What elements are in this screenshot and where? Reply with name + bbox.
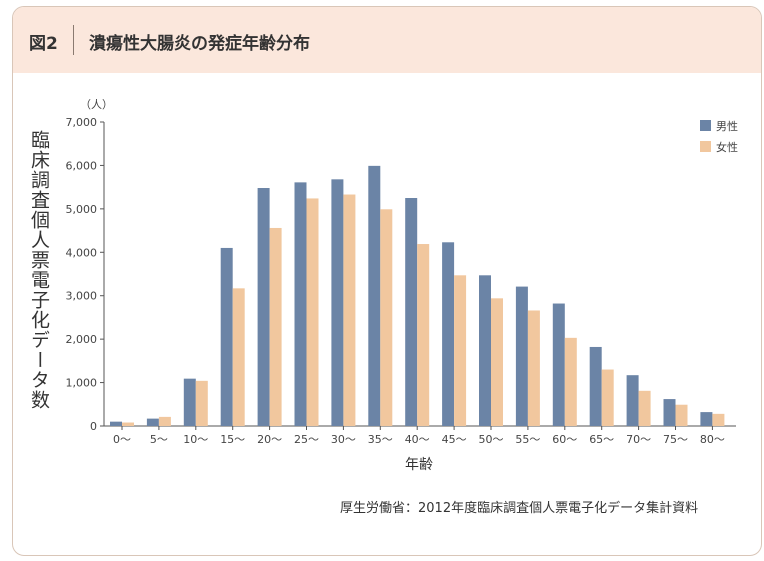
bar-female	[380, 209, 393, 426]
x-tick-label: 5～	[150, 433, 168, 446]
x-tick-label: 50～	[479, 433, 504, 446]
bar-male	[552, 303, 565, 426]
y-tick-label: 3,000	[66, 290, 98, 303]
figure-card: 図2 潰瘍性大腸炎の発症年齢分布	[12, 6, 762, 556]
bar-female	[122, 422, 134, 426]
x-tick-label: 0～	[113, 433, 131, 446]
x-tick-label: 20～	[257, 433, 282, 446]
bar-female	[417, 244, 430, 426]
bar-male	[479, 275, 491, 426]
x-tick-label: 15～	[220, 433, 245, 446]
legend-label-female: 女性	[716, 140, 738, 154]
bar-male	[294, 182, 307, 426]
header-divider	[73, 25, 74, 55]
legend-swatch-female	[700, 141, 711, 152]
bar-male	[442, 242, 455, 426]
x-tick-label: 40～	[405, 433, 430, 446]
x-axis-title: 年齢	[405, 457, 433, 473]
source-note: 厚生労働省：2012年度臨床調査個人票電子化データ集計資料	[340, 501, 699, 516]
x-tick-label: 80～	[700, 433, 725, 446]
y-unit-label: （人）	[80, 98, 113, 111]
bar-female	[306, 198, 319, 426]
y-tick-label: 0	[90, 420, 97, 433]
bar-male	[220, 247, 233, 426]
x-tick-label: 25～	[294, 433, 319, 446]
figure-header: 図2 潰瘍性大腸炎の発症年齢分布	[13, 7, 761, 73]
bar-male	[515, 286, 528, 426]
bar-female	[454, 275, 467, 426]
bar-female	[195, 380, 208, 426]
bar-male	[626, 375, 639, 426]
y-axis-title: 臨床調査個人票電子化データ数	[28, 130, 50, 410]
bar-female	[527, 310, 540, 426]
figure-title: 潰瘍性大腸炎の発症年齢分布	[89, 34, 310, 54]
x-tick-label: 60～	[552, 433, 577, 446]
y-tick-label: 2,000	[66, 333, 98, 346]
bar-male	[368, 165, 381, 426]
bar-female	[712, 413, 725, 426]
x-tick-label: 75～	[663, 433, 688, 446]
bar-male	[589, 346, 602, 426]
x-tick-label: 35～	[368, 433, 393, 446]
bar-male	[700, 412, 713, 426]
bar-female	[343, 194, 356, 426]
x-tick-label: 55～	[515, 433, 540, 446]
bar-male	[183, 378, 196, 426]
bar-female	[232, 288, 245, 426]
y-tick-label: 7,000	[66, 116, 98, 129]
bar-male	[110, 421, 122, 426]
bar-male	[405, 198, 418, 426]
x-tick-label: 65～	[589, 433, 614, 446]
legend-label-male: 男性	[716, 119, 738, 133]
bar-male	[257, 188, 270, 426]
bar-male	[146, 418, 159, 426]
y-tick-label: 5,000	[66, 203, 98, 216]
figure-label: 図2	[29, 34, 58, 54]
y-tick-label: 1,000	[66, 377, 98, 390]
bar-female	[491, 298, 503, 426]
legend-swatch-male	[700, 120, 711, 131]
x-tick-label: 10～	[183, 433, 208, 446]
bar-female	[269, 227, 282, 426]
x-tick-label: 45～	[442, 433, 467, 446]
bar-female	[675, 404, 688, 426]
x-tick-label: 70～	[626, 433, 651, 446]
bar-male	[663, 399, 676, 426]
x-tick-label: 30～	[331, 433, 356, 446]
bar-female	[638, 390, 651, 426]
bar-female	[564, 337, 577, 426]
bar-female	[601, 369, 614, 426]
y-tick-label: 6,000	[66, 159, 98, 172]
y-tick-label: 4,000	[66, 246, 98, 259]
bar-female	[158, 416, 171, 426]
bar-male	[331, 179, 344, 426]
